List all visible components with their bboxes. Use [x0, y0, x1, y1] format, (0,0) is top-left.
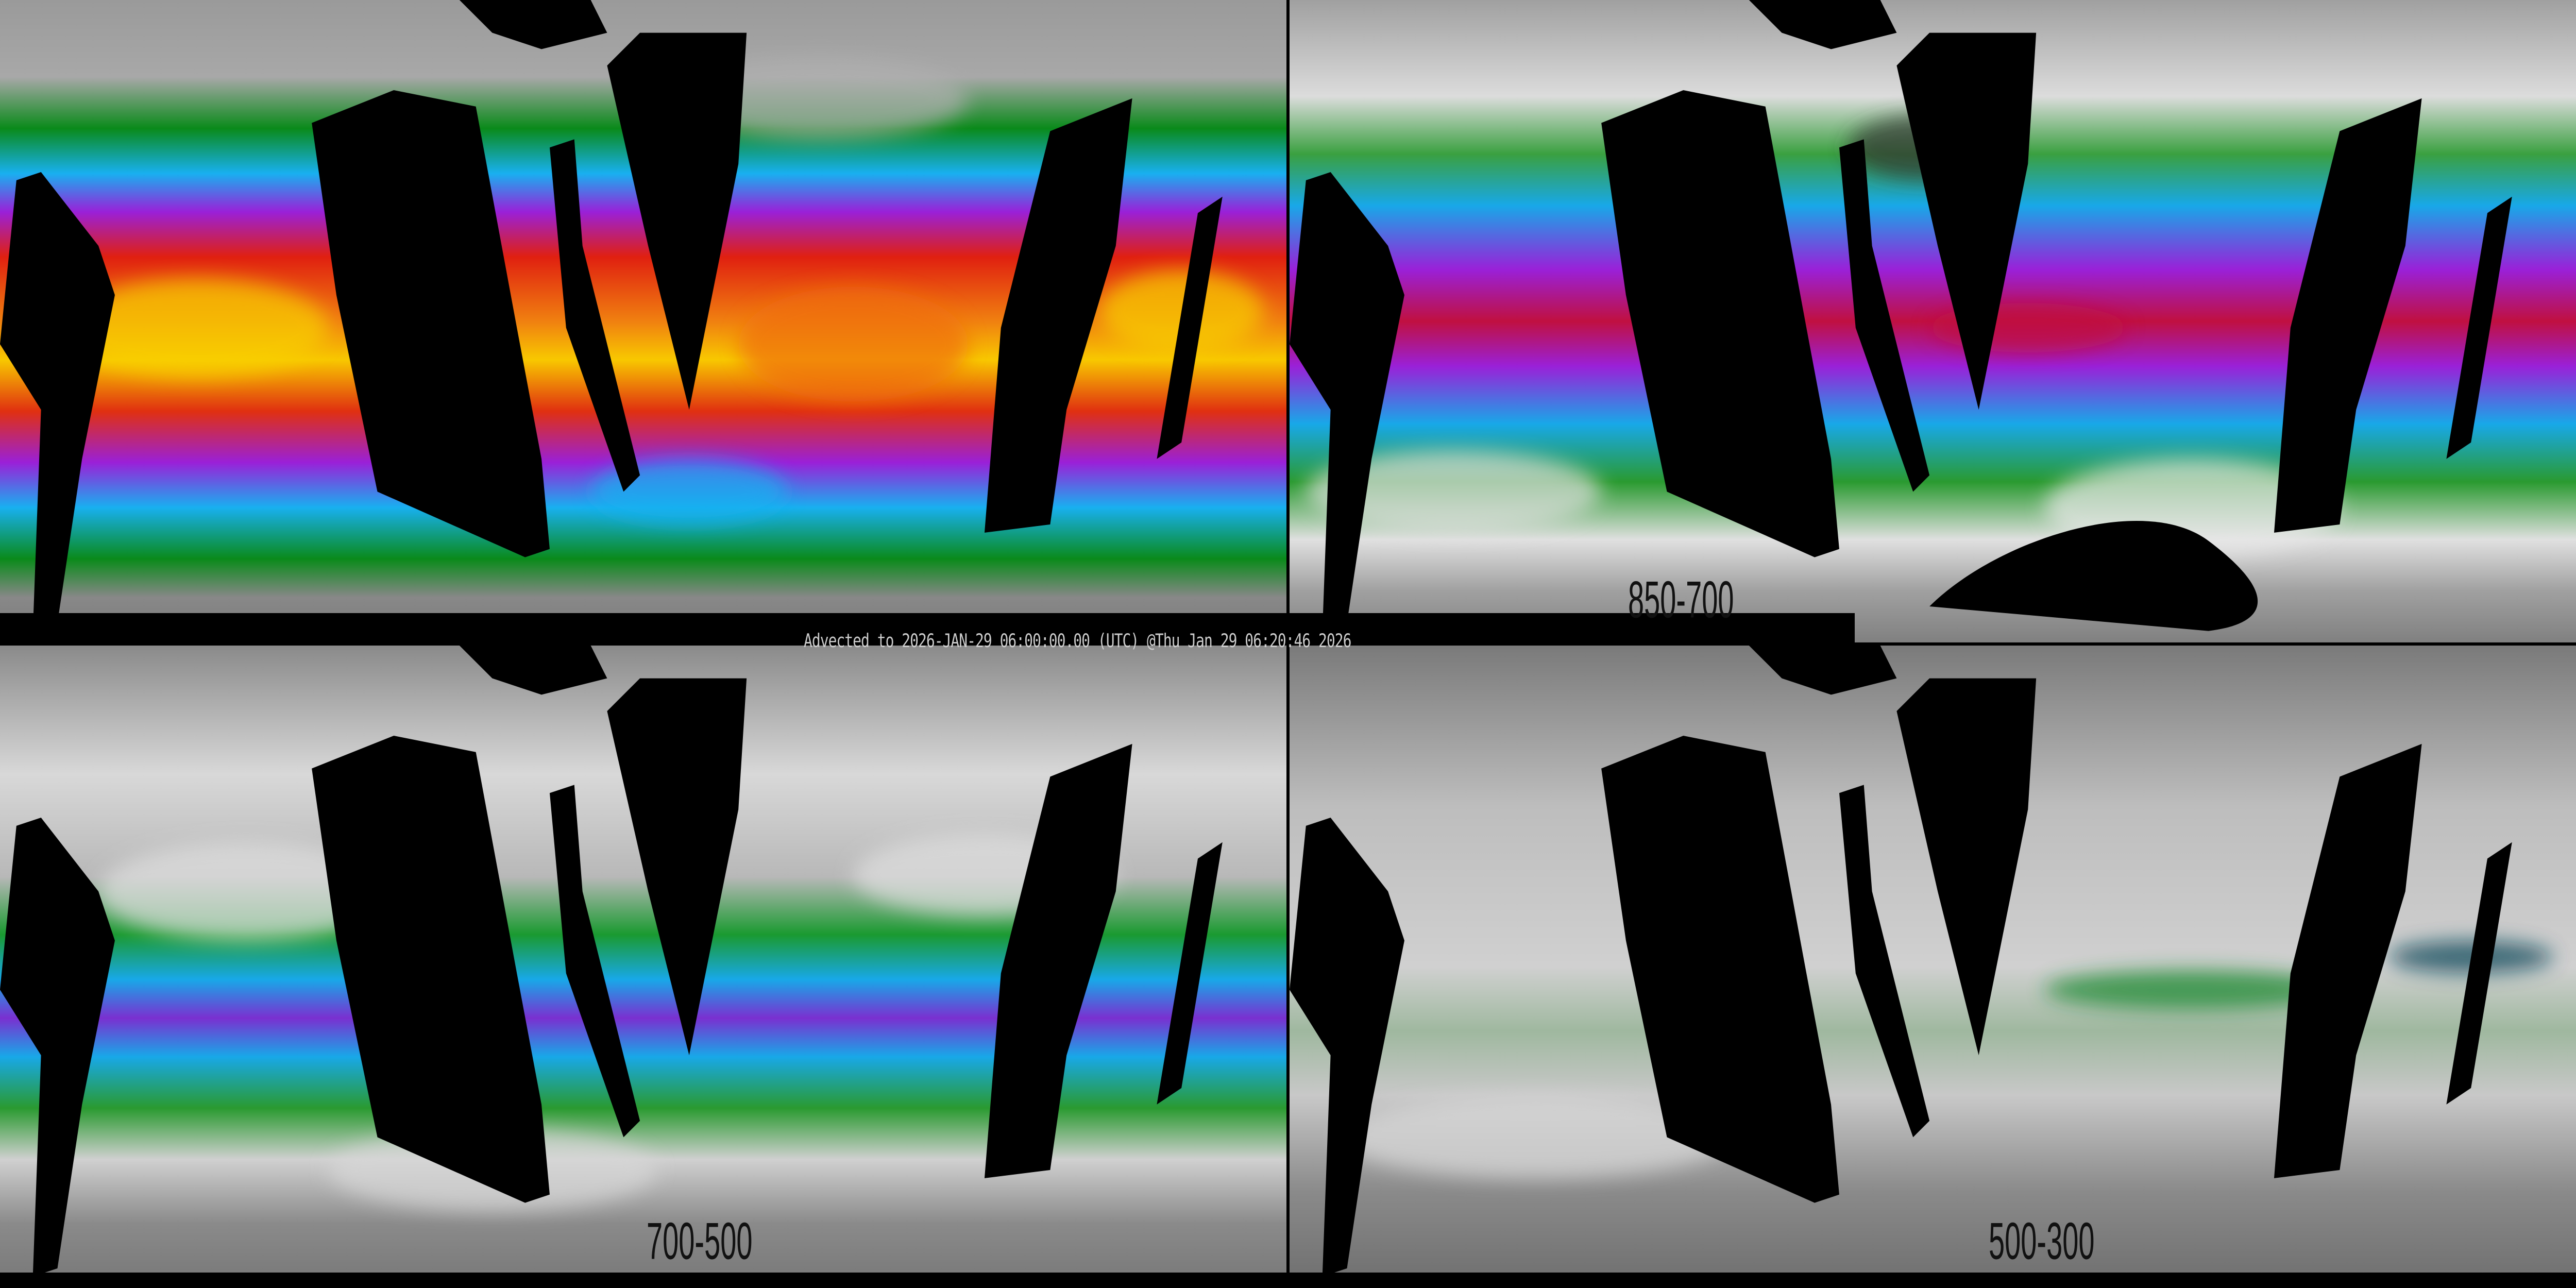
panel-top-right-map: [1290, 0, 2576, 642]
no-data-region: [1929, 521, 2258, 631]
panel-top-left-map: [0, 0, 1286, 642]
field-swirls: [65, 57, 1264, 524]
layer-label-700-500: 700-500: [647, 1211, 753, 1270]
map-image: [1290, 646, 2576, 1288]
layer-label-850-700: 850-700: [1628, 570, 1734, 629]
field-swirls: [1338, 940, 2553, 1178]
info-bar: [0, 613, 1855, 645]
advection-timestamp: Advected to 2026-JAN-29 06:00:00.00 (UTC…: [804, 630, 1351, 652]
panel-bottom-left-map: [0, 646, 1286, 1288]
layer-label-500-300: 500-300: [1989, 1211, 2095, 1270]
map-image: [0, 0, 1286, 642]
panel-bottom-right-map: [1290, 646, 2576, 1288]
bottom-border: [0, 1273, 2576, 1288]
map-image: [1290, 0, 2576, 642]
map-image: [0, 646, 1286, 1288]
